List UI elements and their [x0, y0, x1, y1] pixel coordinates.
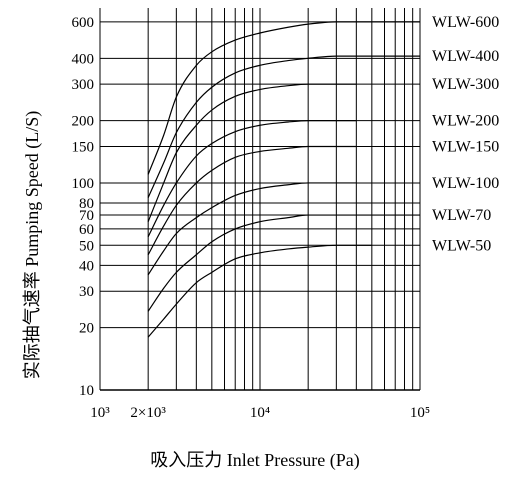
- x-tick-label: 10³: [90, 405, 110, 421]
- y-tick-label: 40: [79, 258, 94, 274]
- x-tick-label: 10⁵: [410, 405, 430, 421]
- y-tick-label: 60: [79, 222, 94, 238]
- y-tick-label: 30: [79, 284, 94, 300]
- series-line: [147, 21, 420, 175]
- y-tick-label: 150: [72, 140, 95, 156]
- x-axis-title: 吸入压力 Inlet Pressure (Pa): [150, 450, 359, 471]
- y-axis-title: 实际抽气速率 Pumping Speed (L/S): [22, 111, 43, 380]
- y-tick-label: 300: [72, 77, 95, 93]
- series-line: [147, 214, 420, 312]
- series-line: [147, 145, 357, 256]
- y-tick-label: 50: [79, 238, 94, 254]
- series-label: WLW-200: [432, 113, 499, 130]
- series-label: WLW-100: [432, 175, 499, 192]
- y-tick-label: 70: [79, 208, 94, 224]
- series-line: [147, 182, 357, 276]
- x-tick-label: 2×10³: [130, 405, 166, 421]
- y-tick-label: 400: [72, 51, 95, 67]
- series-label: WLW-300: [432, 76, 499, 93]
- series-line: [147, 55, 420, 198]
- y-tick-label: 200: [72, 114, 95, 130]
- series-label: WLW-400: [432, 48, 499, 65]
- y-tick-label: 80: [79, 196, 94, 212]
- y-tick-label: 10: [79, 383, 94, 399]
- series-label: WLW-150: [432, 139, 499, 156]
- series-label: WLW-50: [432, 237, 491, 254]
- series-label: WLW-600: [432, 14, 499, 31]
- series-label: WLW-70: [432, 207, 491, 224]
- x-tick-label: 10⁴: [250, 405, 270, 421]
- y-tick-label: 20: [79, 321, 94, 337]
- series-line: [147, 244, 372, 338]
- y-tick-label: 600: [72, 15, 95, 31]
- series-lines: [147, 21, 420, 338]
- series-labels: WLW-600 WLW-400 WLW-300 WLW-200 WLW-150 WLW-1…: [432, 14, 499, 254]
- grid-lines: [99, 8, 421, 391]
- y-tick-label: 100: [72, 176, 95, 192]
- series-line: [147, 120, 357, 237]
- series-line: [147, 83, 357, 222]
